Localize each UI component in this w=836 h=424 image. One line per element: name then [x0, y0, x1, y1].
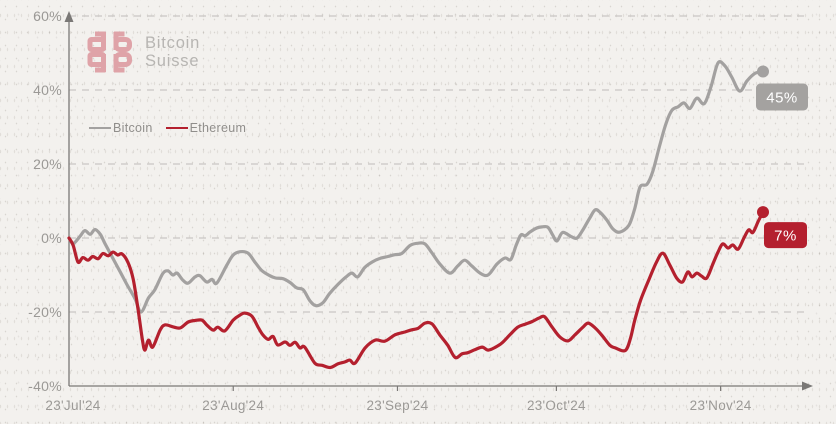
brand-line2: Suisse [145, 52, 200, 70]
ethereum-end-dot [757, 206, 769, 219]
y-tick-label: 20% [33, 156, 62, 172]
legend-label-bitcoin: Bitcoin [113, 121, 153, 135]
y-tick-label: 0% [41, 230, 62, 246]
x-axis-arrow-icon [802, 381, 813, 391]
brand-name: Bitcoin Suisse [145, 34, 200, 70]
legend-item-bitcoin: Bitcoin [89, 121, 153, 135]
brand-line1: Bitcoin [145, 34, 201, 52]
x-tick-label: 23'Aug'24 [202, 398, 264, 413]
ethereum-end-badge [764, 222, 807, 249]
y-tick-label: 40% [33, 82, 62, 98]
ethereum-end-badge-label: 7% [774, 228, 797, 245]
x-tick-label: 23'Nov'24 [690, 398, 752, 413]
bitcoin-end-badge [756, 83, 808, 111]
y-tick-label: 60% [33, 8, 62, 24]
legend-item-ethereum: Ethereum [165, 121, 247, 135]
bitcoin-line [67, 60, 765, 314]
y-axis-arrow-icon [64, 11, 74, 22]
bitcoin-suisse-logo: Bitcoin Suisse [86, 29, 200, 75]
y-tick-label: -40% [28, 378, 62, 394]
x-tick-label: 23'Jul'24 [45, 398, 100, 413]
x-tick-label: 23'Oct'24 [527, 398, 586, 413]
bitcoin-suisse-logo-icon [87, 31, 132, 73]
bitcoin-end-dot [757, 65, 769, 78]
x-tick-label: 23'Sep'24 [366, 398, 428, 413]
ethereum-legend-swatch-icon [165, 126, 188, 130]
y-tick-label: -20% [28, 304, 62, 320]
legend-label-ethereum: Ethereum [189, 121, 247, 135]
bitcoin-end-badge-label: 45% [766, 90, 798, 107]
bitcoin-legend-swatch-icon [89, 126, 111, 130]
chart-legend: Bitcoin Ethereum [89, 121, 246, 135]
ethereum-line [67, 210, 765, 370]
